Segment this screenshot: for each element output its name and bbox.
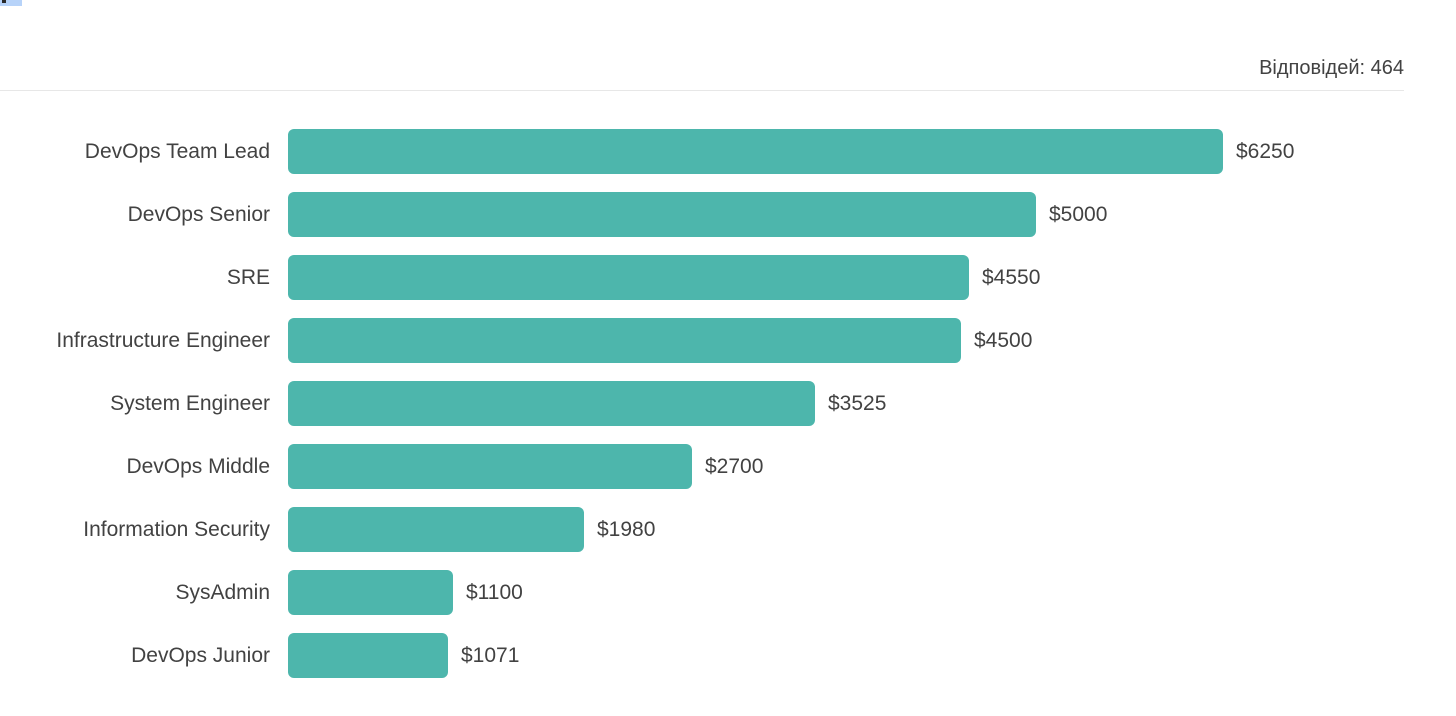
value-label: $1071 xyxy=(461,643,520,667)
category-label: DevOps Junior xyxy=(131,643,270,667)
category-label: Infrastructure Engineer xyxy=(56,328,270,352)
bar xyxy=(288,633,448,678)
category-label: Information Security xyxy=(83,517,270,541)
salary-bar-chart: DevOps Team Lead $6250 DevOps Senior $5000 S… xyxy=(0,120,1294,687)
category-label: SysAdmin xyxy=(175,580,270,604)
bar xyxy=(288,129,1223,174)
category-label: DevOps Team Lead xyxy=(84,139,270,163)
value-label: $1980 xyxy=(597,517,656,541)
chart-row: DevOps Senior $5000 xyxy=(0,183,1294,246)
bar xyxy=(288,192,1036,237)
value-label: $1100 xyxy=(466,580,523,604)
header: Відповідей: 464 xyxy=(0,0,1404,91)
category-label: SRE xyxy=(226,265,270,289)
artifact-dot xyxy=(2,0,6,3)
value-label: $4550 xyxy=(982,265,1041,289)
chart-row: Information Security $1980 xyxy=(0,498,1294,561)
bar xyxy=(288,507,584,552)
bar xyxy=(288,381,815,426)
top-left-artifact xyxy=(0,0,22,6)
bar xyxy=(288,255,969,300)
category-label: DevOps Senior xyxy=(127,202,270,226)
value-label: $2700 xyxy=(705,454,764,478)
chart-row: DevOps Team Lead $6250 xyxy=(0,120,1294,183)
chart-row: Infrastructure Engineer $4500 xyxy=(0,309,1294,372)
chart-row: DevOps Junior $1071 xyxy=(0,624,1294,687)
value-label: $6250 xyxy=(1236,139,1295,163)
bar xyxy=(288,444,692,489)
value-label: $3525 xyxy=(828,391,887,415)
value-label: $5000 xyxy=(1049,202,1108,226)
chart-row: DevOps Middle $2700 xyxy=(0,435,1294,498)
bar xyxy=(288,318,961,363)
chart-row: SRE $4550 xyxy=(0,246,1294,309)
chart-row: SysAdmin $1100 xyxy=(0,561,1294,624)
chart-row: System Engineer $3525 xyxy=(0,372,1294,435)
category-label: System Engineer xyxy=(110,391,270,415)
value-label: $4500 xyxy=(974,328,1033,352)
responses-count: Відповідей: 464 xyxy=(1259,57,1404,79)
bar xyxy=(288,570,453,615)
category-label: DevOps Middle xyxy=(126,454,270,478)
